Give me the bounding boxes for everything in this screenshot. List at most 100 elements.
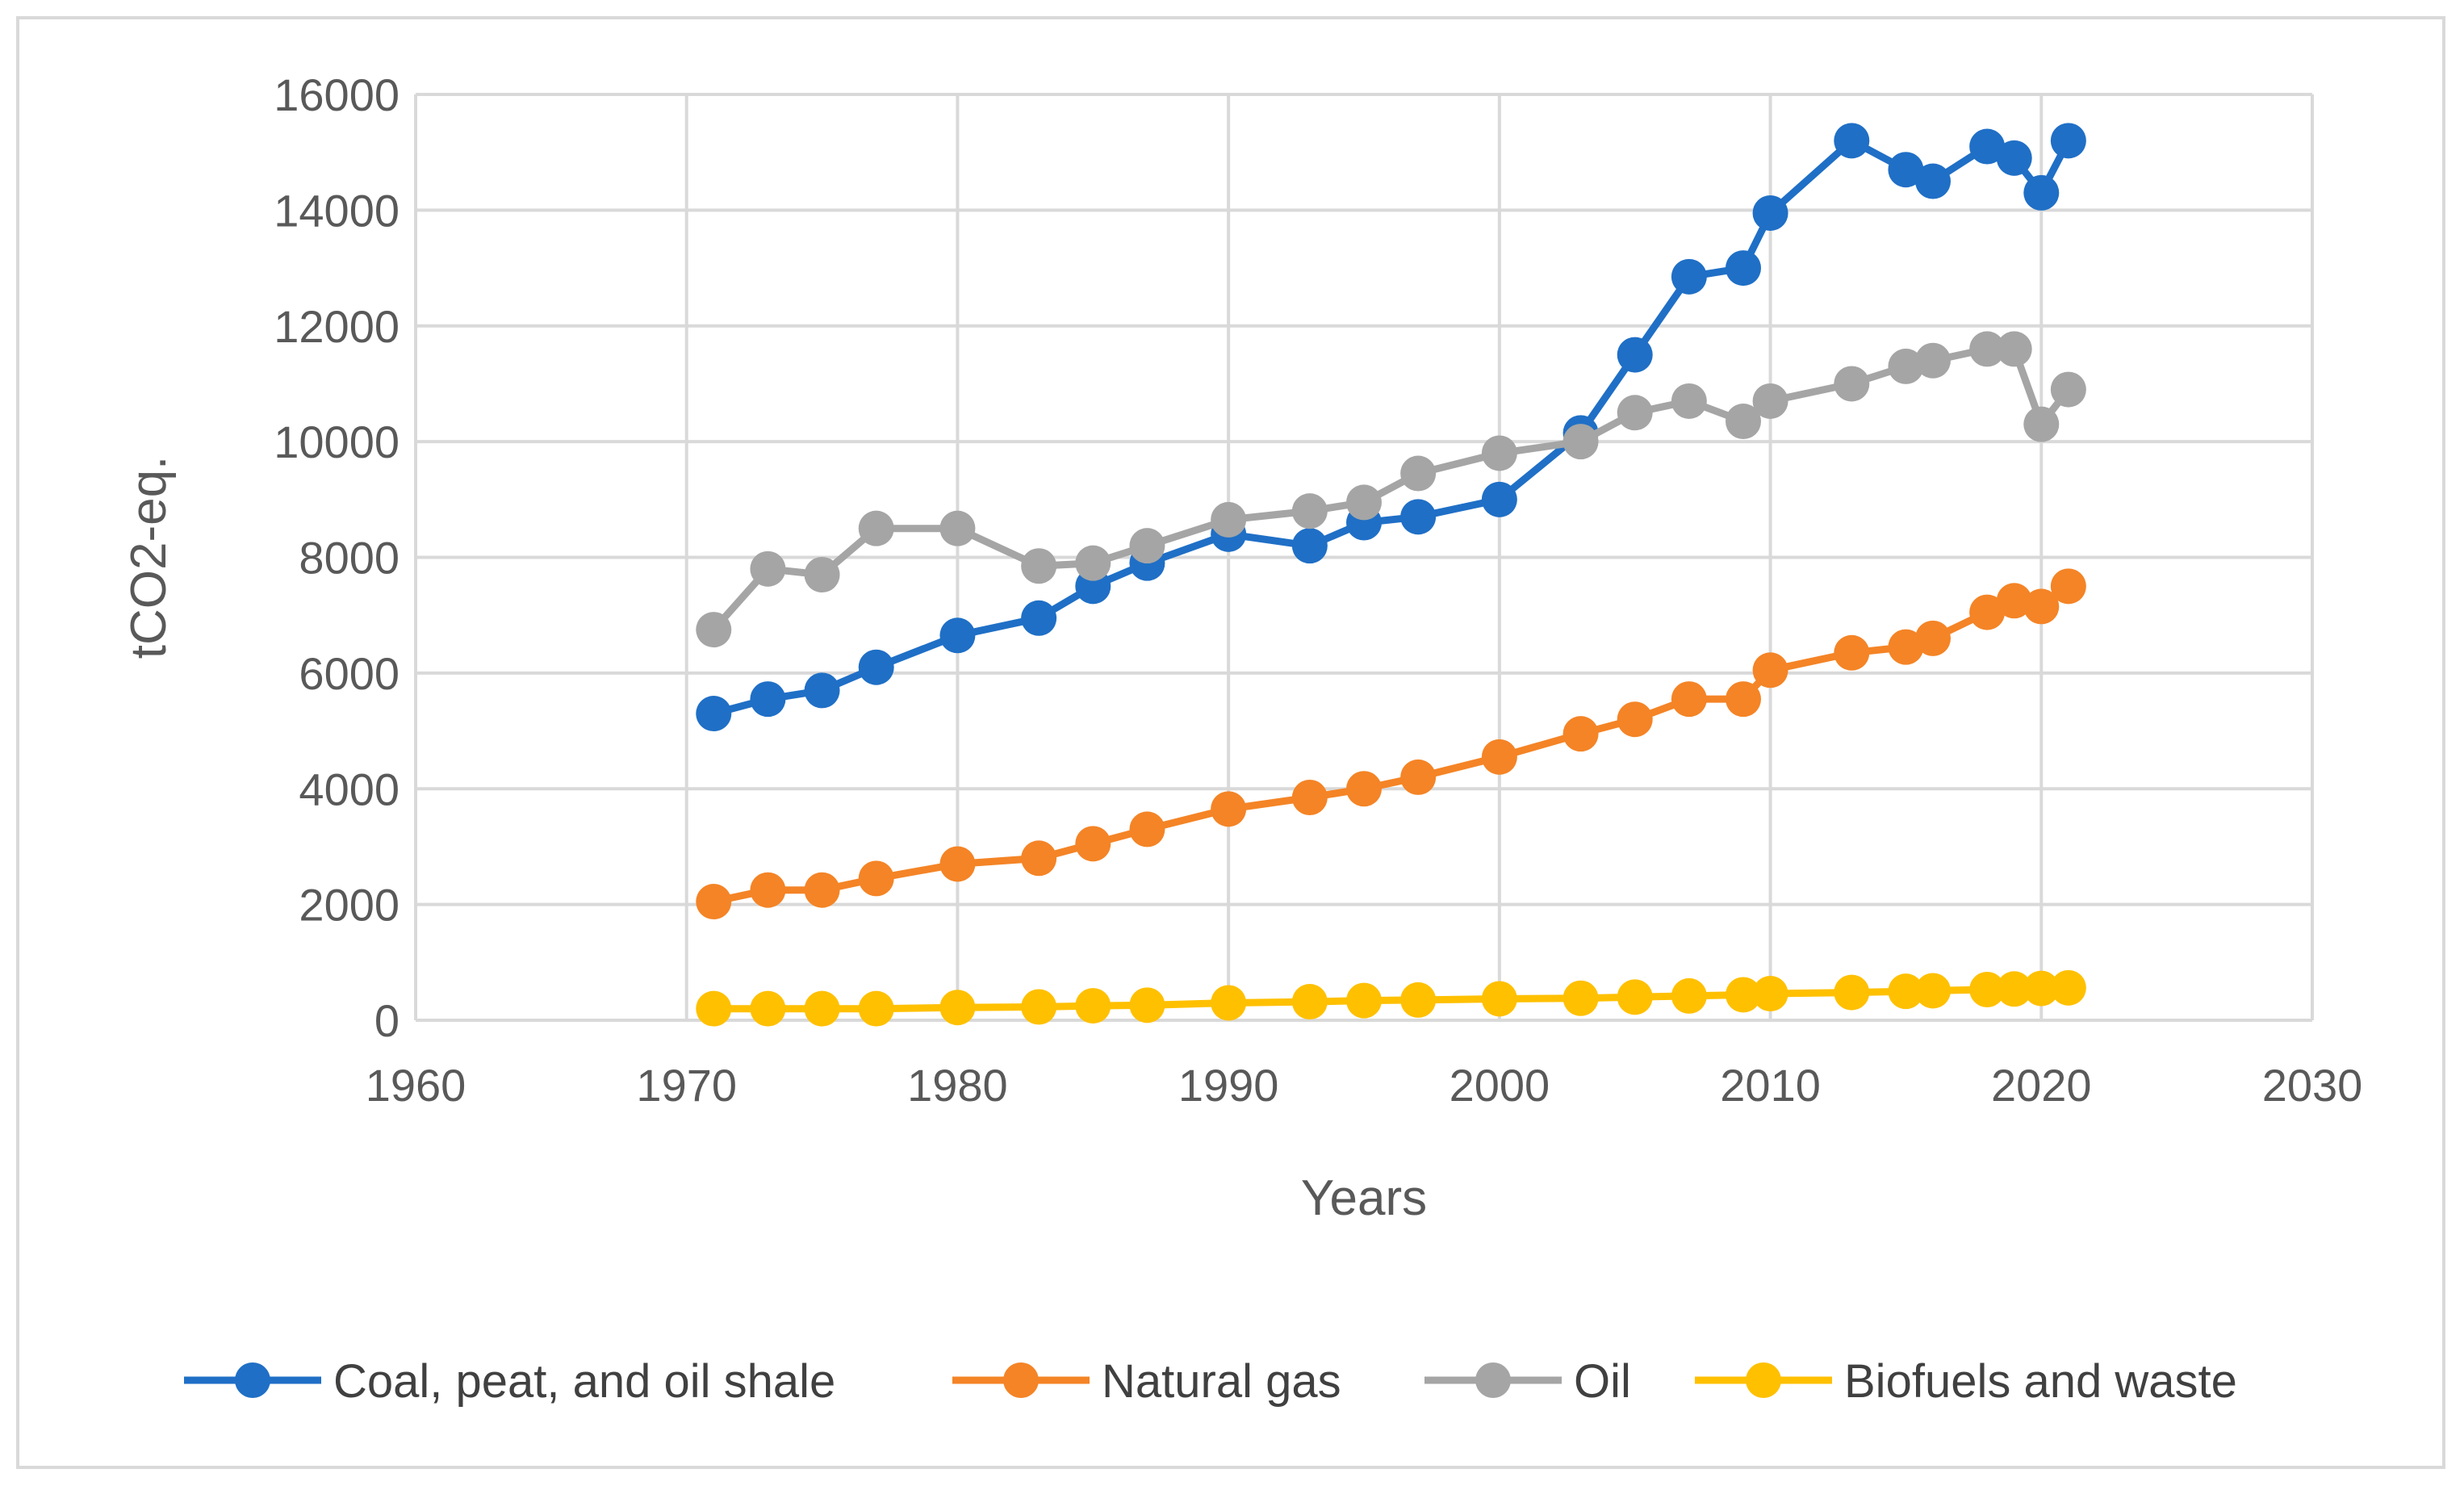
x-tick-label: 1990 — [1178, 1060, 1279, 1111]
data-point — [1671, 258, 1707, 295]
series-line — [713, 583, 2071, 906]
gridlines — [414, 93, 2314, 1022]
data-point — [1075, 826, 1111, 862]
data-point — [1617, 395, 1653, 431]
data-point — [1996, 583, 2032, 619]
data-point — [1834, 123, 1870, 159]
data-point — [2050, 123, 2086, 159]
y-tick-label: 10000 — [274, 416, 400, 467]
data-point — [750, 990, 786, 1027]
data-point — [1752, 976, 1788, 1012]
data-point — [1129, 987, 1165, 1023]
data-point — [1834, 634, 1870, 671]
series-0 — [696, 123, 2086, 732]
data-point — [1969, 331, 2006, 367]
data-point — [939, 510, 976, 546]
x-tick-label: 1970 — [636, 1060, 737, 1111]
y-tick-label: 4000 — [299, 764, 400, 814]
data-point — [1481, 981, 1517, 1017]
data-point — [1617, 337, 1653, 373]
data-point — [804, 557, 840, 593]
y-tick-label: 12000 — [274, 301, 400, 352]
data-point — [1021, 989, 1057, 1025]
data-point — [939, 617, 976, 654]
data-point — [1481, 435, 1517, 471]
data-point — [1346, 982, 1382, 1019]
data-point — [1346, 771, 1382, 807]
x-tick-label: 2000 — [1450, 1060, 1550, 1111]
legend-label: Biofuels and waste — [1844, 1355, 2237, 1408]
data-point — [1346, 484, 1382, 521]
data-point — [750, 681, 786, 718]
series-3 — [696, 969, 2086, 1027]
data-point — [858, 649, 894, 685]
data-point — [1752, 652, 1788, 688]
data-point — [1291, 984, 1328, 1020]
data-point — [1021, 600, 1057, 636]
data-point — [804, 672, 840, 709]
data-point — [1291, 528, 1328, 564]
data-point — [696, 696, 732, 732]
legend-swatch-marker — [1003, 1362, 1039, 1398]
legend-item-2: Oil — [1424, 1355, 1631, 1408]
series-group — [696, 123, 2086, 1027]
data-point — [1129, 811, 1165, 848]
x-tick-label: 2030 — [2262, 1060, 2363, 1111]
series-2 — [696, 331, 2086, 648]
data-point — [1562, 424, 1599, 460]
x-tick-label: 1980 — [907, 1060, 1008, 1111]
data-point — [1562, 716, 1599, 752]
data-point — [858, 860, 894, 897]
series-line — [713, 136, 2072, 718]
data-point — [1996, 331, 2032, 367]
legend-swatch-marker — [1475, 1362, 1511, 1398]
data-point — [1726, 250, 1761, 287]
data-point — [2023, 970, 2060, 1007]
data-point — [1915, 973, 1951, 1009]
data-point — [1915, 620, 1951, 656]
y-tick-label: 8000 — [299, 533, 400, 584]
data-point — [1400, 759, 1437, 795]
data-point — [2023, 406, 2060, 442]
data-point — [2050, 568, 2086, 605]
y-tick-label: 2000 — [299, 880, 400, 931]
data-point — [1752, 195, 1788, 231]
series-1 — [696, 568, 2086, 920]
y-tick-label: 6000 — [299, 648, 400, 699]
data-point — [1211, 985, 1247, 1021]
data-point — [1400, 981, 1437, 1018]
data-point — [1671, 977, 1707, 1014]
y-axis-title: tCO2-eq. — [121, 456, 177, 659]
data-point — [858, 510, 894, 546]
data-point — [939, 846, 976, 882]
data-point — [1726, 681, 1761, 718]
data-point — [1969, 128, 2006, 165]
legend-item-1: Natural gas — [952, 1355, 1341, 1408]
legend-swatch-marker — [1746, 1362, 1781, 1398]
data-point — [1021, 548, 1057, 584]
data-point — [1291, 780, 1328, 816]
data-point — [1481, 481, 1517, 517]
x-tick-label: 2020 — [1991, 1060, 2092, 1111]
legend-label: Oil — [1574, 1355, 1631, 1408]
data-point — [1996, 971, 2032, 1007]
data-point — [1888, 973, 1924, 1010]
data-point — [1021, 840, 1057, 877]
data-point — [1481, 739, 1517, 775]
data-point — [1834, 974, 1870, 1011]
data-point — [1400, 499, 1437, 535]
data-point — [1888, 629, 1924, 665]
legend-swatch-marker — [235, 1362, 270, 1398]
y-tick-label: 16000 — [274, 69, 400, 120]
data-point — [696, 990, 732, 1027]
data-point — [2023, 174, 2060, 211]
data-point — [1562, 980, 1599, 1016]
data-point — [1969, 972, 2006, 1008]
x-tick-label: 2010 — [1720, 1060, 1821, 1111]
y-tick-label: 14000 — [274, 185, 400, 236]
data-point — [1752, 383, 1788, 419]
data-point — [1211, 501, 1247, 538]
legend-item-0: Coal, peat, and oil shale — [184, 1355, 835, 1408]
data-point — [1671, 383, 1707, 419]
